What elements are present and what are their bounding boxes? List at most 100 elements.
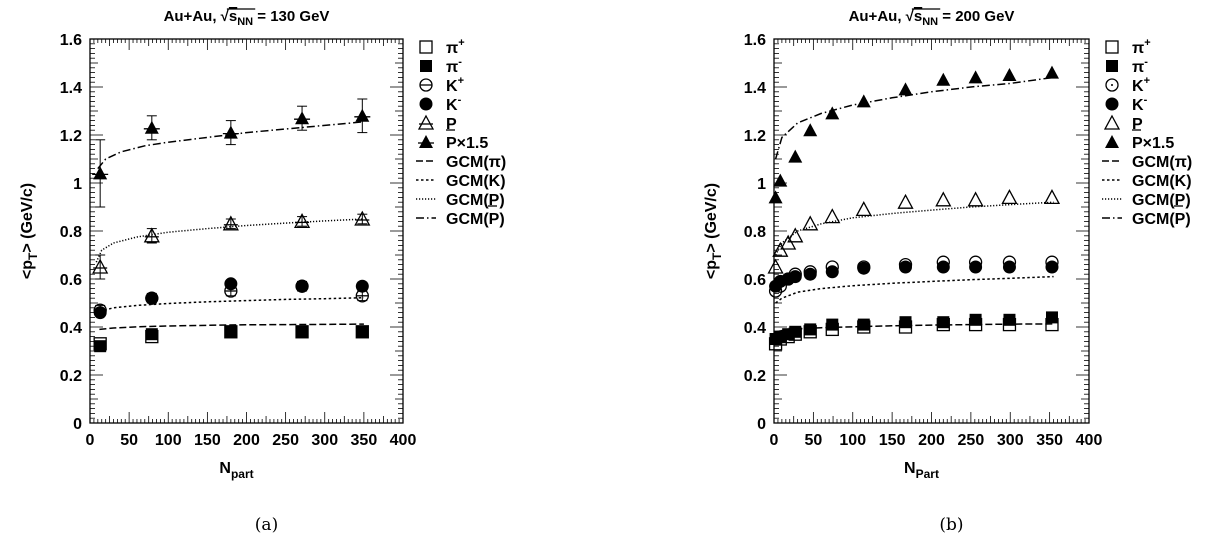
open-triangle-marker: [855, 201, 872, 217]
filled-triangle-marker: [1002, 68, 1017, 81]
data-point: [825, 106, 840, 120]
x-tick-label: 350: [351, 432, 378, 449]
text-part: = 130 GeV: [253, 8, 329, 25]
open-square-marker: [419, 40, 433, 54]
legend-label: GCM(π): [1132, 154, 1192, 171]
text-part: +: [458, 37, 464, 49]
open-triangle-marker: [780, 234, 797, 250]
data-point: [1003, 313, 1016, 326]
text-part: K: [1132, 97, 1144, 114]
filled-circle-marker: [145, 291, 159, 305]
text-part: part: [231, 467, 254, 481]
filled-circle-marker: [936, 260, 950, 274]
data-point: [294, 111, 311, 125]
data-point: [145, 291, 159, 305]
open-triangle-marker: [802, 215, 819, 231]
text-part: K: [1132, 78, 1144, 95]
series-6: [99, 323, 364, 331]
text-part: GCM(P): [1132, 192, 1191, 209]
legend-entry: P: [1103, 114, 1143, 133]
x-tick-label: 50: [804, 432, 822, 449]
data-point: [857, 261, 871, 275]
x-tick-label: 0: [770, 432, 779, 449]
data-point: [856, 94, 871, 108]
chart-panel-b: 0 50 100 150 200 250 300 350 400 0 0.2 0.4 0.6 0.8 1 1.…: [703, 8, 1192, 535]
filled-circle-marker: [1105, 97, 1119, 111]
data-point: [92, 166, 109, 180]
data-point: [857, 318, 870, 331]
data-point: [143, 120, 160, 134]
series-7: [775, 275, 1054, 304]
filled-square-marker: [899, 316, 912, 329]
text-part: π: [446, 40, 458, 57]
text-part: K: [446, 78, 458, 95]
data-point: [224, 325, 237, 338]
series-1: [94, 325, 369, 353]
legend-entry: π+: [419, 37, 465, 57]
data-point: [969, 260, 983, 274]
text-part: K: [446, 97, 458, 114]
text-part: T: [26, 252, 40, 260]
open-circle-marker: [1105, 78, 1119, 92]
data-point: [826, 318, 839, 331]
text-part: = 200 GeV: [938, 8, 1014, 25]
x-tick-label: 200: [233, 432, 260, 449]
data-point: [969, 313, 982, 326]
data-point: [937, 316, 950, 329]
model-curve: [99, 296, 364, 313]
data-point: [222, 215, 239, 231]
data-point: [898, 82, 913, 96]
legend-label: K+: [446, 75, 464, 95]
open-triangle-marker: [824, 208, 841, 224]
y-tick-label: 0.2: [744, 368, 766, 385]
y-tick-label: 1.4: [60, 80, 82, 97]
open-triangle-marker: [222, 215, 239, 231]
data-point: [93, 306, 107, 320]
text-part: s: [229, 8, 237, 25]
text-part: T: [710, 252, 724, 260]
x-tick-label: 300: [997, 432, 1024, 449]
data-point: [935, 191, 952, 207]
data-point: [824, 208, 841, 224]
text-part: +: [458, 75, 464, 87]
x-tick-label: 400: [1076, 432, 1103, 449]
open-triangle-marker: [417, 114, 435, 130]
sqrt-sign: √: [221, 8, 230, 25]
filled-triangle-marker: [898, 82, 913, 96]
text-part: P: [1132, 116, 1143, 133]
data-point: [222, 125, 239, 139]
filled-square-marker: [145, 328, 158, 341]
series-6: [775, 323, 1054, 333]
legend-label: GCM(π): [446, 154, 506, 171]
y-tick-label: 1.2: [744, 128, 766, 145]
data-point: [768, 190, 783, 204]
data-point: [356, 325, 369, 338]
data-point: [936, 260, 950, 274]
panel-caption: (b): [939, 515, 963, 535]
text-part: <p: [703, 260, 720, 279]
filled-triangle-marker: [936, 72, 951, 86]
legend-entry: GCM(π): [1102, 154, 1192, 171]
legend-label: P: [1132, 116, 1143, 133]
y-tick-label: 0.8: [744, 224, 766, 241]
model-curve: [774, 76, 1054, 160]
legend-entry: GCM(K): [416, 173, 506, 190]
legend-entry: GCM(P): [1102, 192, 1191, 209]
data-point: [789, 325, 802, 338]
data-point: [780, 234, 797, 250]
text-part: -: [458, 56, 462, 68]
text-part: s: [914, 8, 922, 25]
data-point: [94, 340, 107, 353]
legend-label: π+: [446, 37, 465, 57]
model-curve: [775, 275, 1054, 304]
legend-entry: GCM(π): [416, 154, 506, 171]
series-3: [93, 277, 369, 320]
data-point: [355, 279, 369, 293]
filled-triangle-marker: [825, 106, 840, 120]
x-tick-label: 400: [390, 432, 417, 449]
model-curve: [775, 323, 1054, 333]
sqrt-sign: √: [906, 8, 915, 25]
legend-entry: π-: [420, 56, 462, 76]
text-part: N: [904, 460, 916, 477]
open-square-marker: [1105, 40, 1119, 54]
